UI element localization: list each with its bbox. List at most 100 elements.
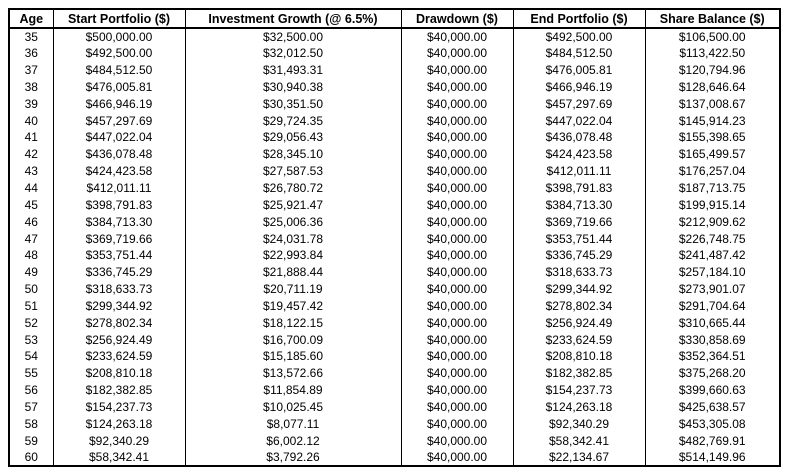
cell-end-portfolio: $336,745.29 xyxy=(512,246,646,264)
cell-share-balance: $176,257.04 xyxy=(644,162,781,180)
cell-start-portfolio: $369,719.66 xyxy=(52,230,186,247)
table-row: 59 $92,340.29 $6,002.12 $40,000.00 $58,342.4… xyxy=(8,432,781,450)
column-header-share-balance: Share Balance ($) xyxy=(644,9,781,29)
cell-drawdown: $40,000.00 xyxy=(400,297,514,315)
cell-start-portfolio: $412,011.11 xyxy=(52,179,186,197)
cell-start-portfolio: $384,713.30 xyxy=(52,213,186,231)
cell-investment-growth: $24,031.78 xyxy=(184,230,402,247)
cell-start-portfolio: $182,382.85 xyxy=(52,381,186,399)
cell-age: 59 xyxy=(8,432,54,450)
cell-investment-growth: $6,002.12 xyxy=(184,432,402,450)
cell-age: 47 xyxy=(8,230,54,247)
cell-start-portfolio: $318,633.73 xyxy=(52,280,186,298)
cell-investment-growth: $25,006.36 xyxy=(184,213,402,231)
cell-drawdown: $40,000.00 xyxy=(400,44,514,62)
cell-drawdown: $40,000.00 xyxy=(400,415,514,433)
cell-investment-growth: $22,993.84 xyxy=(184,246,402,264)
table-row: 42 $436,078.48 $28,345.10 $40,000.00 $424,42… xyxy=(8,145,781,163)
cell-drawdown: $40,000.00 xyxy=(400,331,514,349)
table-row: 45 $398,791.83 $25,921.47 $40,000.00 $384,71… xyxy=(8,196,781,214)
cell-age: 44 xyxy=(8,179,54,197)
table-row: 36 $492,500.00 $32,012.50 $40,000.00 $484,51… xyxy=(8,44,781,62)
column-header-investment-growth: Investment Growth (@ 6.5%) xyxy=(184,9,402,29)
cell-investment-growth: $8,077.11 xyxy=(184,415,402,433)
cell-share-balance: $212,909.62 xyxy=(644,213,781,231)
cell-share-balance: $273,901.07 xyxy=(644,280,781,298)
cell-drawdown: $40,000.00 xyxy=(400,280,514,298)
cell-share-balance: $310,665.44 xyxy=(644,314,781,332)
cell-investment-growth: $18,122.15 xyxy=(184,314,402,332)
cell-age: 55 xyxy=(8,364,54,382)
cell-share-balance: $257,184.10 xyxy=(644,263,781,281)
cell-end-portfolio: $58,342.41 xyxy=(512,432,646,450)
column-header-end-portfolio: End Portfolio ($) xyxy=(512,9,646,29)
cell-drawdown: $40,000.00 xyxy=(400,398,514,416)
cell-start-portfolio: $484,512.50 xyxy=(52,61,186,79)
cell-end-portfolio: $484,512.50 xyxy=(512,44,646,62)
cell-age: 35 xyxy=(8,28,54,45)
cell-drawdown: $40,000.00 xyxy=(400,112,514,130)
cell-share-balance: $155,398.65 xyxy=(644,129,781,146)
cell-share-balance: $226,748.75 xyxy=(644,230,781,247)
cell-start-portfolio: $492,500.00 xyxy=(52,44,186,62)
cell-age: 37 xyxy=(8,61,54,79)
table-row: 52 $278,802.34 $18,122.15 $40,000.00 $256,92… xyxy=(8,314,781,332)
cell-age: 36 xyxy=(8,44,54,62)
cell-start-portfolio: $500,000.00 xyxy=(52,28,186,45)
cell-age: 53 xyxy=(8,331,54,349)
cell-start-portfolio: $58,342.41 xyxy=(52,449,186,466)
cell-start-portfolio: $299,344.92 xyxy=(52,297,186,315)
cell-investment-growth: $15,185.60 xyxy=(184,348,402,365)
cell-age: 49 xyxy=(8,263,54,281)
cell-investment-growth: $25,921.47 xyxy=(184,196,402,214)
cell-start-portfolio: $476,005.81 xyxy=(52,78,186,96)
cell-age: 54 xyxy=(8,348,54,365)
cell-age: 45 xyxy=(8,196,54,214)
cell-end-portfolio: $424,423.58 xyxy=(512,145,646,163)
table-row: 58 $124,263.18 $8,077.11 $40,000.00 $92,340.… xyxy=(8,415,781,433)
cell-age: 41 xyxy=(8,129,54,146)
cell-age: 38 xyxy=(8,78,54,96)
cell-share-balance: $106,500.00 xyxy=(644,28,781,45)
column-header-drawdown: Drawdown ($) xyxy=(400,9,514,29)
portfolio-drawdown-table: Age Start Portfolio ($) Investment Growth … xyxy=(8,8,781,467)
table-row: 55 $208,810.18 $13,572.66 $40,000.00 $182,38… xyxy=(8,364,781,382)
cell-investment-growth: $30,351.50 xyxy=(184,95,402,113)
cell-age: 58 xyxy=(8,415,54,433)
cell-investment-growth: $27,587.53 xyxy=(184,162,402,180)
cell-drawdown: $40,000.00 xyxy=(400,314,514,332)
column-header-age: Age xyxy=(8,9,54,29)
cell-start-portfolio: $278,802.34 xyxy=(52,314,186,332)
cell-end-portfolio: $124,263.18 xyxy=(512,398,646,416)
cell-end-portfolio: $476,005.81 xyxy=(512,61,646,79)
cell-investment-growth: $16,700.09 xyxy=(184,331,402,349)
cell-investment-growth: $30,940.38 xyxy=(184,78,402,96)
cell-start-portfolio: $124,263.18 xyxy=(52,415,186,433)
cell-investment-growth: $26,780.72 xyxy=(184,179,402,197)
cell-investment-growth: $3,792.26 xyxy=(184,449,402,466)
cell-age: 50 xyxy=(8,280,54,298)
cell-end-portfolio: $398,791.83 xyxy=(512,179,646,197)
cell-investment-growth: $19,457.42 xyxy=(184,297,402,315)
cell-investment-growth: $31,493.31 xyxy=(184,61,402,79)
cell-investment-growth: $28,345.10 xyxy=(184,145,402,163)
cell-share-balance: $137,008.67 xyxy=(644,95,781,113)
cell-share-balance: $375,268.20 xyxy=(644,364,781,382)
cell-drawdown: $40,000.00 xyxy=(400,348,514,365)
cell-start-portfolio: $466,946.19 xyxy=(52,95,186,113)
cell-share-balance: $291,704.64 xyxy=(644,297,781,315)
table-row: 56 $182,382.85 $11,854.89 $40,000.00 $154,23… xyxy=(8,381,781,399)
cell-end-portfolio: $369,719.66 xyxy=(512,213,646,231)
cell-investment-growth: $21,888.44 xyxy=(184,263,402,281)
table-row: 60 $58,342.41 $3,792.26 $40,000.00 $22,134.6… xyxy=(8,449,781,466)
cell-start-portfolio: $353,751.44 xyxy=(52,246,186,264)
cell-end-portfolio: $233,624.59 xyxy=(512,331,646,349)
cell-share-balance: $352,364.51 xyxy=(644,348,781,365)
table-row: 43 $424,423.58 $27,587.53 $40,000.00 $412,01… xyxy=(8,162,781,180)
cell-drawdown: $40,000.00 xyxy=(400,213,514,231)
cell-age: 56 xyxy=(8,381,54,399)
cell-drawdown: $40,000.00 xyxy=(400,129,514,146)
cell-end-portfolio: $278,802.34 xyxy=(512,297,646,315)
table-row: 57 $154,237.73 $10,025.45 $40,000.00 $124,26… xyxy=(8,398,781,416)
